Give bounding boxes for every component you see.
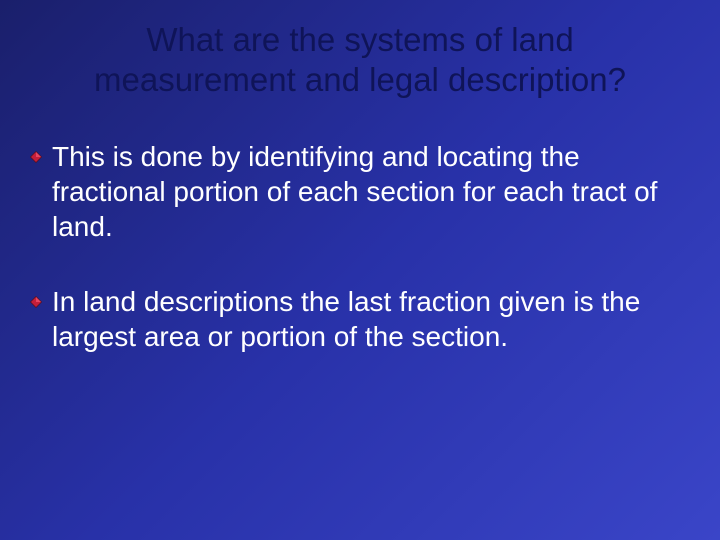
list-item: In land descriptions the last fraction g… <box>30 284 690 354</box>
bullet-list: This is done by identifying and locating… <box>30 139 690 354</box>
slide-container: What are the systems of land measurement… <box>0 0 720 540</box>
list-item: This is done by identifying and locating… <box>30 139 690 244</box>
diamond-bullet-icon <box>30 151 42 163</box>
bullet-text: In land descriptions the last fraction g… <box>52 286 640 352</box>
slide-title: What are the systems of land measurement… <box>30 20 690 99</box>
diamond-bullet-icon <box>30 296 42 308</box>
bullet-text: This is done by identifying and locating… <box>52 141 657 242</box>
